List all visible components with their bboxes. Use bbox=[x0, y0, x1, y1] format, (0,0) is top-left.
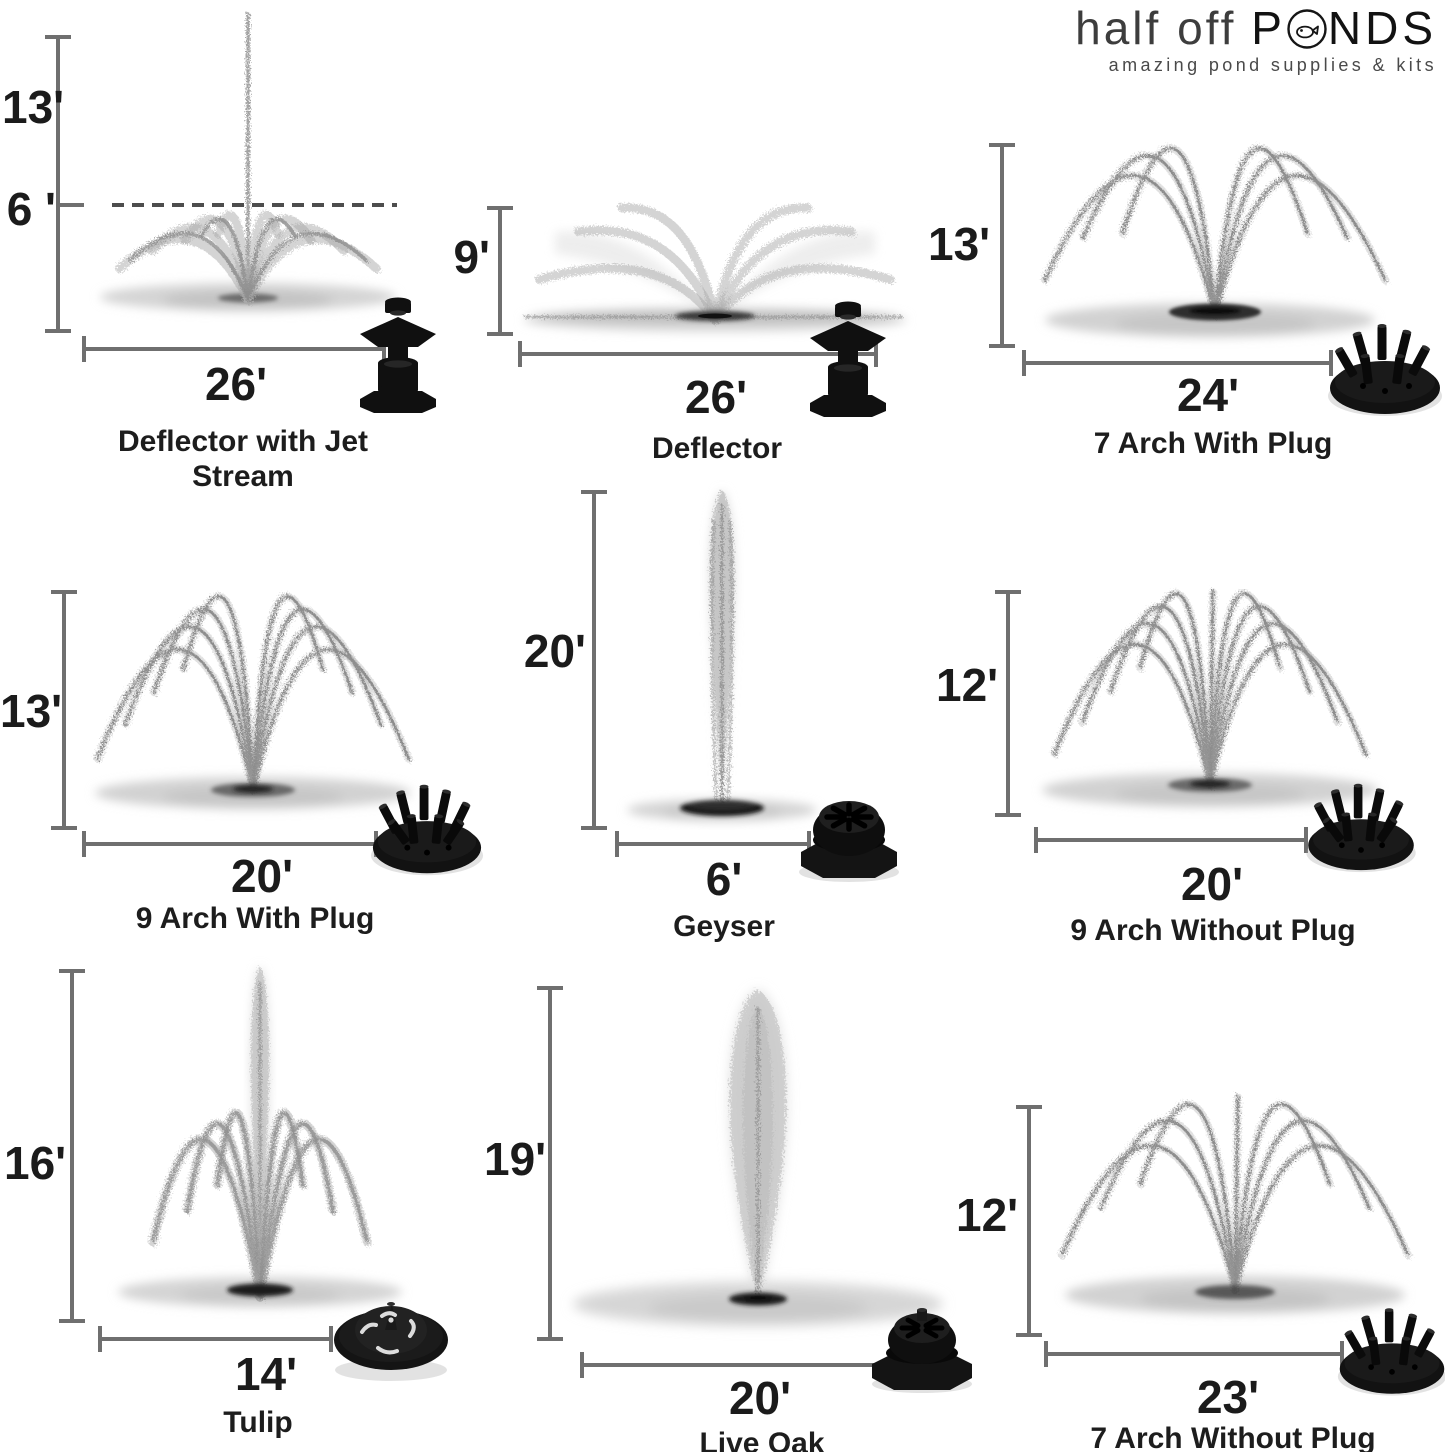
width-dimension-line bbox=[615, 831, 811, 857]
spray-arcs bbox=[148, 966, 372, 1302]
width-label: 20' bbox=[1180, 858, 1244, 910]
height-label: 12' bbox=[936, 659, 999, 711]
height-dimension-line bbox=[537, 986, 563, 1341]
width-dimension-line bbox=[82, 831, 378, 857]
fountain-name: 7 Arch Without Plug bbox=[1090, 1422, 1376, 1452]
brand-letter-p: P bbox=[1251, 2, 1286, 54]
brand-name: half off P NDS bbox=[1075, 4, 1437, 52]
nozzle-base-mark bbox=[729, 1292, 787, 1306]
height-dimension-line bbox=[995, 590, 1021, 817]
height-dimension-line bbox=[581, 490, 607, 830]
spray-illustration-7-arch bbox=[1020, 140, 1410, 352]
tulip-nozzle-image bbox=[330, 1278, 452, 1384]
width-dimension-line bbox=[1044, 1341, 1344, 1367]
nozzle-base-mark bbox=[227, 1283, 293, 1297]
width-label: 26' bbox=[204, 358, 268, 410]
height-dimension-line bbox=[45, 35, 71, 333]
plume-speckle bbox=[729, 990, 787, 1306]
fountain-name: Geyser bbox=[673, 910, 775, 943]
9-arch-nozzle-image bbox=[1298, 778, 1424, 874]
width-label: 14' bbox=[234, 1348, 298, 1400]
nozzle-base-mark bbox=[680, 800, 764, 816]
pinwheel-slots bbox=[899, 1317, 945, 1339]
fountain-name: 7 Arch With Plug bbox=[1093, 427, 1333, 460]
spray-arcs bbox=[1041, 144, 1389, 319]
height-dimension-line bbox=[51, 590, 77, 830]
fountain-name: Tulip bbox=[223, 1406, 293, 1439]
spray-illustration-9-arch bbox=[85, 585, 455, 825]
spray-arcs bbox=[93, 592, 413, 794]
width-label: 6' bbox=[705, 853, 743, 905]
fountain-name: Deflector with Jet Stream bbox=[117, 425, 369, 494]
height-label: 12' bbox=[956, 1189, 1019, 1241]
pinwheel-slots bbox=[824, 802, 874, 832]
plume-speckle bbox=[709, 490, 735, 815]
spray-illustration-deflector bbox=[510, 196, 907, 348]
mid-height-tick bbox=[60, 203, 84, 207]
width-dimension-line bbox=[518, 341, 878, 367]
nozzle-tubes bbox=[1313, 783, 1404, 843]
nozzle-base-mark bbox=[1195, 1285, 1275, 1299]
brand-letters-rest: NDS bbox=[1327, 2, 1437, 54]
width-label: 26' bbox=[684, 371, 748, 423]
spray-arcs bbox=[1058, 1092, 1412, 1294]
spray-arcs bbox=[113, 12, 383, 305]
spray-illustration-tulip bbox=[95, 952, 430, 1317]
height-label: 20' bbox=[523, 625, 586, 677]
fish-in-o-icon bbox=[1286, 8, 1328, 50]
height-label: 13' bbox=[0, 685, 63, 737]
fountain-name: Live Oak bbox=[699, 1427, 825, 1452]
spray-illustration-deflector-jet bbox=[80, 0, 400, 335]
width-dimension-line bbox=[1022, 350, 1333, 376]
deflector-nozzle-image bbox=[356, 294, 440, 414]
width-dimension-line bbox=[1034, 827, 1308, 853]
fountain-name: Deflector bbox=[651, 432, 783, 465]
width-label: 23' bbox=[1196, 1371, 1260, 1423]
disc-slots bbox=[360, 1311, 416, 1355]
height-label: 16' bbox=[4, 1137, 67, 1189]
9-arch-nozzle-image bbox=[368, 778, 486, 878]
six-foot-dashed-line bbox=[112, 203, 397, 207]
height-dimension-line bbox=[1016, 1105, 1042, 1337]
mist-fan-fill bbox=[555, 231, 875, 320]
height-label: 13' bbox=[2, 81, 65, 133]
live-oak-nozzle-image bbox=[868, 1298, 976, 1393]
spray-arcs bbox=[1050, 585, 1370, 789]
height-label: 13' bbox=[928, 218, 991, 270]
base-mist bbox=[573, 1282, 943, 1326]
spray-illustration-live-oak bbox=[573, 978, 945, 1333]
height-label: 9' bbox=[453, 231, 490, 283]
spray-illustration-7-arch-center bbox=[1040, 1090, 1445, 1335]
height-dimension-line bbox=[989, 143, 1015, 348]
geyser-nozzle-image bbox=[795, 780, 903, 882]
nozzle-tubes bbox=[1344, 1308, 1435, 1366]
fountain-name: 9 Arch Without Plug bbox=[1070, 914, 1356, 947]
brand-name-dark: P NDS bbox=[1251, 2, 1437, 54]
nozzle-tubes bbox=[1334, 324, 1431, 385]
spray-illustration-geyser bbox=[615, 480, 825, 830]
width-label: 20' bbox=[230, 850, 294, 902]
height-label: 19' bbox=[484, 1133, 547, 1185]
nozzle-tubes bbox=[378, 784, 471, 846]
height-dimension-line bbox=[487, 206, 513, 336]
width-dimension-line bbox=[82, 336, 386, 362]
7-arch-nozzle-image bbox=[1335, 1300, 1445, 1400]
brand-tagline: amazing pond supplies & kits bbox=[1108, 55, 1437, 76]
fountain-name: 9 Arch With Plug bbox=[135, 902, 375, 935]
width-label: 24' bbox=[1176, 369, 1240, 421]
width-dimension-line bbox=[98, 1326, 333, 1352]
7-arch-nozzle-image bbox=[1325, 318, 1445, 418]
mid-height-label: 6 ' bbox=[6, 183, 56, 235]
deflector-nozzle-image bbox=[806, 298, 890, 418]
width-label: 20' bbox=[728, 1372, 792, 1424]
brand-logo: half off P NDS amazing pond supplies & ki… bbox=[1075, 4, 1437, 76]
height-dimension-line bbox=[59, 969, 85, 1323]
floating-ring bbox=[1169, 303, 1261, 321]
spray-illustration-9-arch-center bbox=[1030, 585, 1420, 820]
brand-name-light: half off bbox=[1075, 2, 1237, 54]
